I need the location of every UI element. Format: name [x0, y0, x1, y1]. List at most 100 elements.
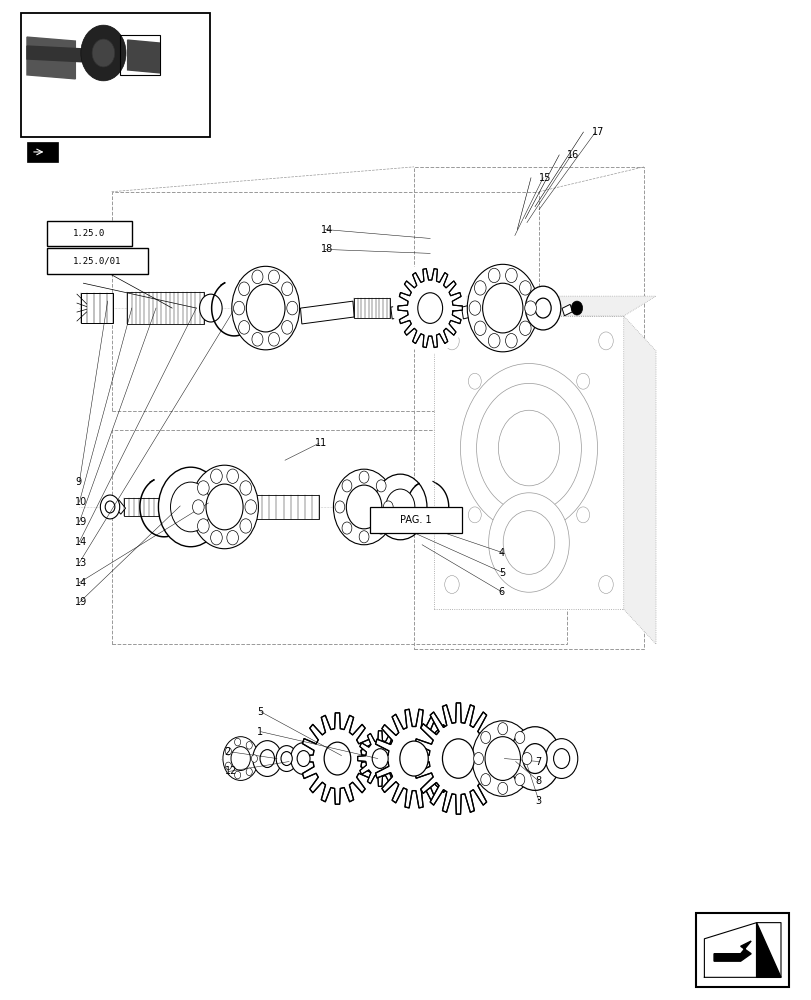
- Bar: [111, 192, 539, 410]
- Polygon shape: [703, 923, 780, 977]
- Circle shape: [367, 701, 460, 816]
- Circle shape: [484, 737, 520, 780]
- Bar: [111, 430, 567, 644]
- Circle shape: [191, 465, 258, 549]
- Circle shape: [252, 741, 281, 776]
- Text: 17: 17: [590, 127, 603, 137]
- Circle shape: [246, 768, 252, 776]
- Circle shape: [505, 268, 517, 283]
- Circle shape: [468, 507, 481, 523]
- Circle shape: [251, 332, 263, 346]
- Circle shape: [383, 501, 393, 513]
- Text: 7: 7: [534, 757, 541, 767]
- Polygon shape: [300, 301, 354, 324]
- Circle shape: [239, 481, 251, 495]
- Bar: [414, 167, 643, 649]
- Circle shape: [92, 39, 114, 67]
- Circle shape: [488, 493, 569, 592]
- Circle shape: [226, 531, 238, 545]
- Circle shape: [471, 721, 533, 796]
- Circle shape: [385, 489, 414, 525]
- Circle shape: [553, 749, 569, 768]
- Text: 14: 14: [75, 578, 88, 588]
- Circle shape: [226, 469, 238, 483]
- Circle shape: [260, 750, 274, 768]
- Text: 4: 4: [498, 548, 504, 558]
- Text: 16: 16: [567, 150, 579, 160]
- Circle shape: [286, 301, 298, 315]
- Circle shape: [210, 469, 222, 483]
- Circle shape: [358, 531, 368, 543]
- Circle shape: [251, 270, 263, 284]
- Text: 9: 9: [75, 477, 81, 487]
- Polygon shape: [756, 923, 780, 977]
- Circle shape: [375, 480, 385, 492]
- Circle shape: [192, 500, 204, 514]
- Polygon shape: [354, 298, 390, 318]
- Polygon shape: [561, 304, 572, 316]
- Bar: [27, 142, 58, 162]
- Circle shape: [234, 771, 240, 779]
- Bar: [47, 221, 131, 246]
- Circle shape: [460, 364, 597, 533]
- Polygon shape: [413, 703, 503, 814]
- Circle shape: [444, 576, 459, 593]
- Polygon shape: [461, 302, 483, 319]
- Circle shape: [197, 519, 209, 533]
- Bar: [434, 316, 623, 609]
- Circle shape: [341, 480, 351, 492]
- Text: 6: 6: [498, 587, 504, 597]
- Circle shape: [474, 321, 486, 335]
- Circle shape: [373, 474, 427, 540]
- Polygon shape: [162, 495, 319, 519]
- Circle shape: [399, 741, 427, 776]
- Polygon shape: [114, 500, 126, 514]
- Text: 1.25.0: 1.25.0: [73, 229, 105, 238]
- Text: 14: 14: [321, 225, 333, 235]
- Circle shape: [294, 706, 380, 811]
- Circle shape: [333, 469, 394, 545]
- Bar: [119, 35, 160, 75]
- Circle shape: [297, 751, 310, 767]
- Circle shape: [281, 321, 292, 334]
- Circle shape: [197, 481, 209, 495]
- Circle shape: [474, 281, 486, 295]
- Circle shape: [406, 695, 510, 823]
- Bar: [369, 507, 462, 533]
- Text: 18: 18: [321, 244, 333, 254]
- Bar: [47, 248, 148, 274]
- Circle shape: [341, 522, 351, 534]
- Circle shape: [514, 731, 524, 744]
- Circle shape: [393, 262, 466, 354]
- Text: 12: 12: [225, 766, 237, 776]
- Circle shape: [335, 501, 345, 513]
- Circle shape: [469, 301, 480, 315]
- Text: 13: 13: [75, 558, 88, 568]
- Circle shape: [210, 531, 222, 545]
- Polygon shape: [373, 709, 454, 808]
- Polygon shape: [713, 941, 750, 961]
- Circle shape: [281, 752, 292, 766]
- Circle shape: [522, 744, 547, 773]
- Circle shape: [290, 743, 316, 774]
- Circle shape: [598, 576, 612, 593]
- Circle shape: [473, 753, 483, 765]
- Text: 15: 15: [539, 173, 551, 183]
- Circle shape: [225, 762, 231, 770]
- Circle shape: [101, 495, 119, 519]
- Circle shape: [234, 738, 240, 746]
- Circle shape: [519, 281, 530, 295]
- Circle shape: [268, 332, 279, 346]
- Circle shape: [444, 332, 459, 350]
- Circle shape: [231, 266, 299, 350]
- Circle shape: [487, 268, 500, 283]
- Text: 5: 5: [498, 568, 504, 578]
- Circle shape: [346, 485, 381, 529]
- Circle shape: [476, 383, 581, 513]
- Circle shape: [497, 782, 507, 794]
- Text: 2: 2: [225, 747, 230, 757]
- Circle shape: [158, 467, 223, 547]
- Circle shape: [268, 270, 279, 284]
- Text: PAG. 1: PAG. 1: [400, 515, 431, 525]
- Circle shape: [534, 298, 551, 318]
